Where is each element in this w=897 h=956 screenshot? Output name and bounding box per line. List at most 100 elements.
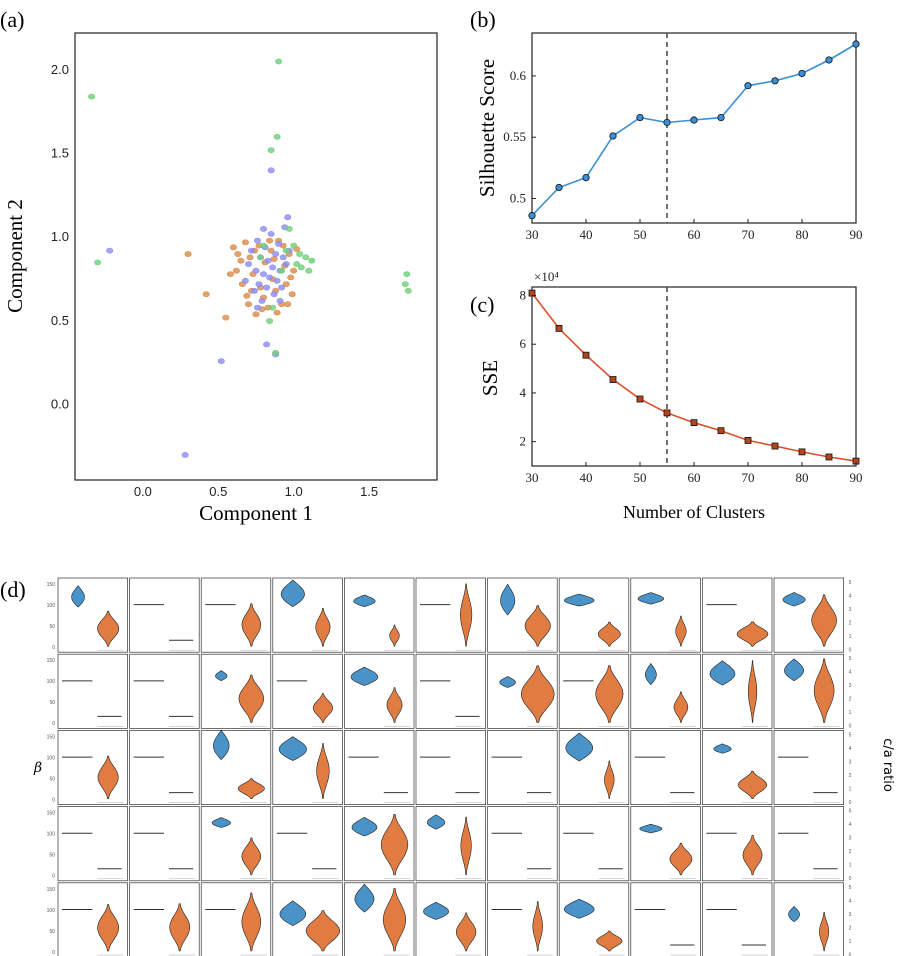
scatter-point-green xyxy=(305,267,313,274)
violin-cell xyxy=(702,653,773,729)
y-tick-label: 0.55 xyxy=(503,129,526,144)
scatter-point-orange xyxy=(290,267,298,274)
y-axis-title: Component 2 xyxy=(3,199,27,313)
violin-cell xyxy=(344,806,415,882)
violin xyxy=(169,903,191,952)
scatter-point-green xyxy=(278,267,286,274)
ca-tick-label: 0 xyxy=(849,800,852,806)
violin-cell-frame xyxy=(344,653,415,729)
violin xyxy=(279,900,307,927)
data-point xyxy=(798,69,806,78)
violin-cell xyxy=(630,730,701,805)
scatter-point-orange xyxy=(222,314,230,321)
x-axis-title: Component 1 xyxy=(199,501,313,525)
sse-x-title: Number of Clusters xyxy=(623,502,765,522)
violin xyxy=(532,901,543,952)
violin-cell xyxy=(487,882,558,956)
ca-tick-label: 1 xyxy=(849,710,852,716)
x-tick-label: 80 xyxy=(796,227,809,242)
violin-cell xyxy=(773,653,844,729)
violin-cell-frame xyxy=(702,653,773,729)
violin-cell-frame xyxy=(487,577,558,653)
violin-cell xyxy=(344,653,415,729)
scatter-point-purple xyxy=(269,264,277,271)
violin xyxy=(597,621,621,647)
scatter-panel: 0.0 0.5 1.0 1.50.00.51.01.52.0 Component 1 … xyxy=(3,32,438,525)
scatter-point-green xyxy=(296,251,304,257)
data-point xyxy=(690,116,698,124)
violin-cell xyxy=(558,577,630,653)
violin xyxy=(241,837,262,876)
silhouette-frame xyxy=(531,32,857,224)
scatter-point-purple xyxy=(278,284,286,291)
beta-tick-label: 50 xyxy=(49,624,55,630)
beta-tick-label: 150 xyxy=(47,887,56,893)
violin-cell xyxy=(344,577,415,653)
violin-cell xyxy=(773,730,844,805)
y-tick-label: 0.5 xyxy=(510,190,526,205)
sse-panel: 30 40 50 60 70 80 90 2 4 6 8 ×10⁴ SSE Number of Cl… xyxy=(478,269,863,522)
ca-ratio-axis-title: c/a ratio xyxy=(880,738,895,792)
x-tick-label: 80 xyxy=(796,470,809,485)
data-point xyxy=(582,351,590,359)
ca-tick-label: 1 xyxy=(849,786,852,792)
scatter-point-purple xyxy=(245,261,253,267)
scatter-point-purple xyxy=(276,297,284,304)
y-tick-label: 4 xyxy=(520,385,527,400)
violin-cell-frame xyxy=(129,882,200,956)
scatter-point-green xyxy=(302,254,310,261)
data-point xyxy=(528,289,536,297)
y-tick-label: 0.5 xyxy=(51,313,69,328)
violin xyxy=(596,930,623,952)
violin xyxy=(639,823,663,834)
scatter-point-orange xyxy=(229,244,237,251)
scatter-point-purple xyxy=(258,297,266,304)
x-tick-label: 30 xyxy=(526,227,539,242)
violin xyxy=(673,691,689,723)
ca-tick-label: 0 xyxy=(849,648,852,654)
violin-cell xyxy=(200,729,272,805)
violin xyxy=(595,665,624,723)
silhouette-y-title: Silhouette Score xyxy=(475,59,499,197)
beta-tick-label: 50 xyxy=(49,700,55,706)
x-tick-label: 60 xyxy=(688,227,701,242)
violin xyxy=(737,770,768,799)
violin xyxy=(565,732,593,762)
ca-tick-label: 3 xyxy=(849,836,852,842)
violin xyxy=(350,666,379,686)
beta-tick-label: 100 xyxy=(47,832,56,838)
violin-cell-frame xyxy=(272,806,343,882)
violin-cell-frame xyxy=(773,730,844,805)
ca-tick-label: 2 xyxy=(849,697,852,703)
violin-cell-frame xyxy=(702,806,773,882)
beta-axis-title: β xyxy=(33,760,42,776)
ca-tick-label: 0 xyxy=(849,876,852,882)
violin-cell-frame xyxy=(702,730,773,805)
violin xyxy=(813,658,835,723)
violin xyxy=(736,621,769,647)
scatter-point-orange xyxy=(252,311,260,318)
violin xyxy=(71,585,85,608)
violin-cell xyxy=(200,577,272,653)
scatter-point-orange xyxy=(284,301,292,308)
ca-tick-label: 3 xyxy=(849,912,852,918)
ca-tick-label: 5 xyxy=(849,580,852,586)
scatter-point-purple xyxy=(275,240,283,247)
violin xyxy=(389,624,400,647)
beta-tick-label: 0 xyxy=(52,645,55,651)
violin-cell-frame xyxy=(344,730,415,805)
violin-cell xyxy=(630,653,701,729)
data-point xyxy=(852,40,860,48)
y-tick-label: 0.6 xyxy=(510,68,527,83)
violin xyxy=(564,593,595,607)
violin-cell-frame xyxy=(57,653,128,729)
violin xyxy=(316,743,330,799)
scatter-point-green xyxy=(94,259,102,266)
scatter-point-purple xyxy=(254,304,262,311)
violin-cell-frame xyxy=(57,806,128,882)
violin-cell xyxy=(415,882,486,956)
violin xyxy=(241,603,262,647)
data-point xyxy=(636,113,644,122)
violin-cell-frame xyxy=(272,653,343,729)
scatter-point-purple xyxy=(251,287,259,294)
